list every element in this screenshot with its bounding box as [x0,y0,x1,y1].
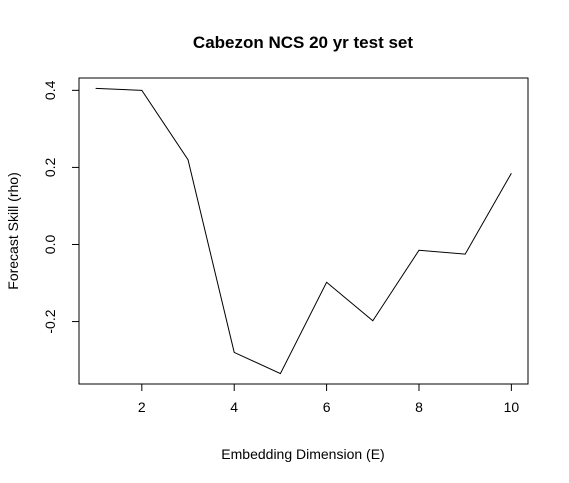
y-tick-label: 0.2 [42,157,58,177]
plot-frame [78,77,529,385]
y-axis-label: Forecast Skill (rho) [5,172,21,289]
y-tick-label: 0.0 [42,235,58,255]
x-axis-label: Embedding Dimension (E) [221,446,384,462]
x-tick-label: 4 [230,399,238,415]
x-tick-label: 10 [504,399,520,415]
x-tick-label: 8 [415,399,423,415]
y-axis: -0.2 0.0 0.2 0.4 [42,80,80,334]
y-tick-label: 0.4 [42,80,58,100]
chart-title: Cabezon NCS 20 yr test set [193,33,413,52]
y-tick-label: -0.2 [42,309,58,333]
x-tick-label: 2 [138,399,146,415]
x-axis: 2 4 6 8 10 [138,383,520,415]
series-line [95,87,512,375]
data-points [96,88,512,373]
x-tick-label: 6 [323,399,331,415]
